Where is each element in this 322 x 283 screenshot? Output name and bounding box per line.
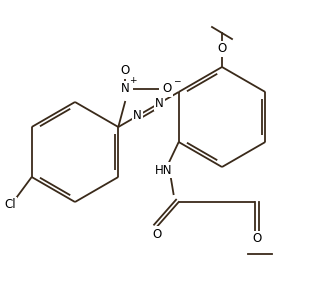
Text: O: O [163,83,172,95]
Text: O: O [121,65,130,78]
Text: O: O [152,228,161,241]
Text: Cl: Cl [4,198,15,211]
Text: N: N [155,97,164,110]
Text: N: N [133,109,142,122]
Text: −: − [173,76,180,85]
Text: N: N [121,83,130,95]
Text: +: + [129,76,137,85]
Text: O: O [252,233,261,245]
Text: O: O [217,42,227,55]
Text: HN: HN [155,164,173,177]
